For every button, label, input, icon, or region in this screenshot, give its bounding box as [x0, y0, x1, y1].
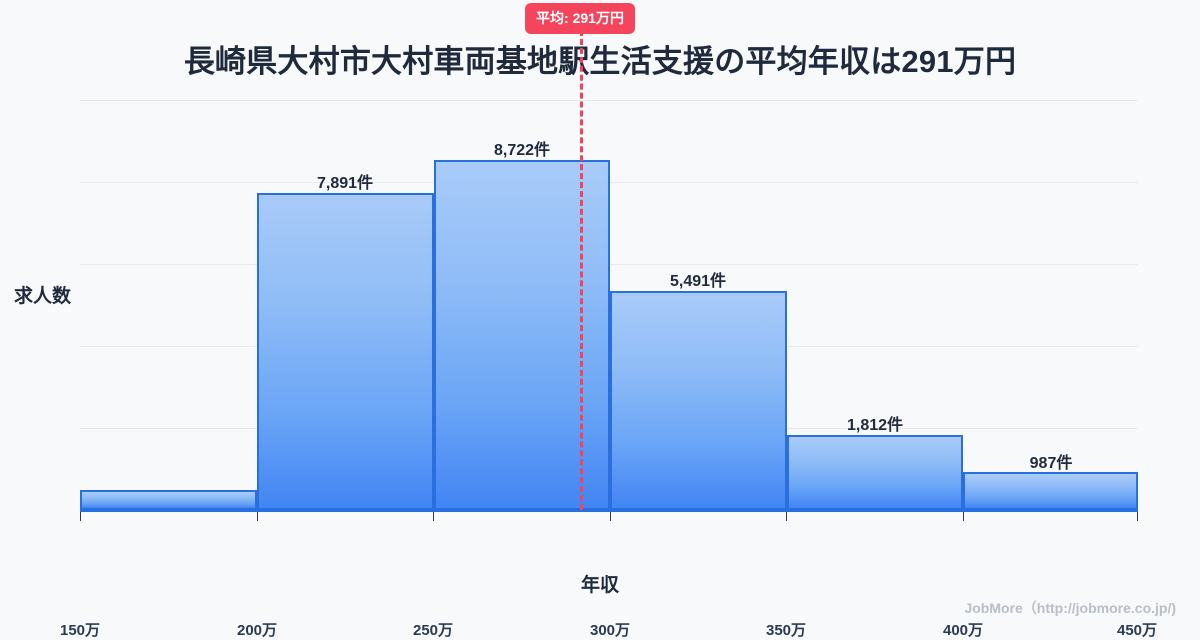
histogram-bar[interactable]: [963, 472, 1138, 510]
x-axis-tick: [610, 512, 611, 521]
average-badge: 平均: 291万円: [525, 3, 635, 34]
x-axis-tick: [1137, 512, 1138, 521]
x-axis-tick: [257, 512, 258, 521]
bar-value-label: 8,722件: [493, 142, 551, 159]
bar-value-label: 987件: [1029, 455, 1073, 472]
x-axis-tick: [433, 512, 434, 521]
y-axis-label: 求人数: [14, 286, 72, 307]
histogram-bar[interactable]: [787, 435, 963, 510]
x-axis-tick: [963, 512, 964, 521]
x-axis-tick: [80, 512, 81, 521]
histogram-bar[interactable]: [610, 291, 787, 510]
x-axis-label: 年収: [580, 575, 619, 596]
histogram-plot-area: 7,891件 8,722件 5,491件 1,812件 987件 平均: 291…: [60, 3, 1157, 639]
histogram-bar[interactable]: [80, 490, 257, 510]
x-axis-tick: [786, 512, 787, 521]
gridline: [80, 100, 1138, 101]
histogram-bar[interactable]: [257, 193, 434, 510]
page-title: 長崎県大村市大村車両基地駅生活支援の平均年収は291万円: [183, 44, 1017, 79]
bar-value-label: 7,891件: [316, 175, 374, 192]
source-credit: JobMore（http://jobmore.co.jp/): [964, 600, 1176, 616]
bar-value-label: 5,491件: [669, 273, 727, 290]
average-line: [580, 30, 583, 510]
x-axis-line: [80, 510, 1138, 512]
bar-value-label: 1,812件: [846, 417, 904, 434]
histogram-bar[interactable]: [434, 160, 610, 510]
